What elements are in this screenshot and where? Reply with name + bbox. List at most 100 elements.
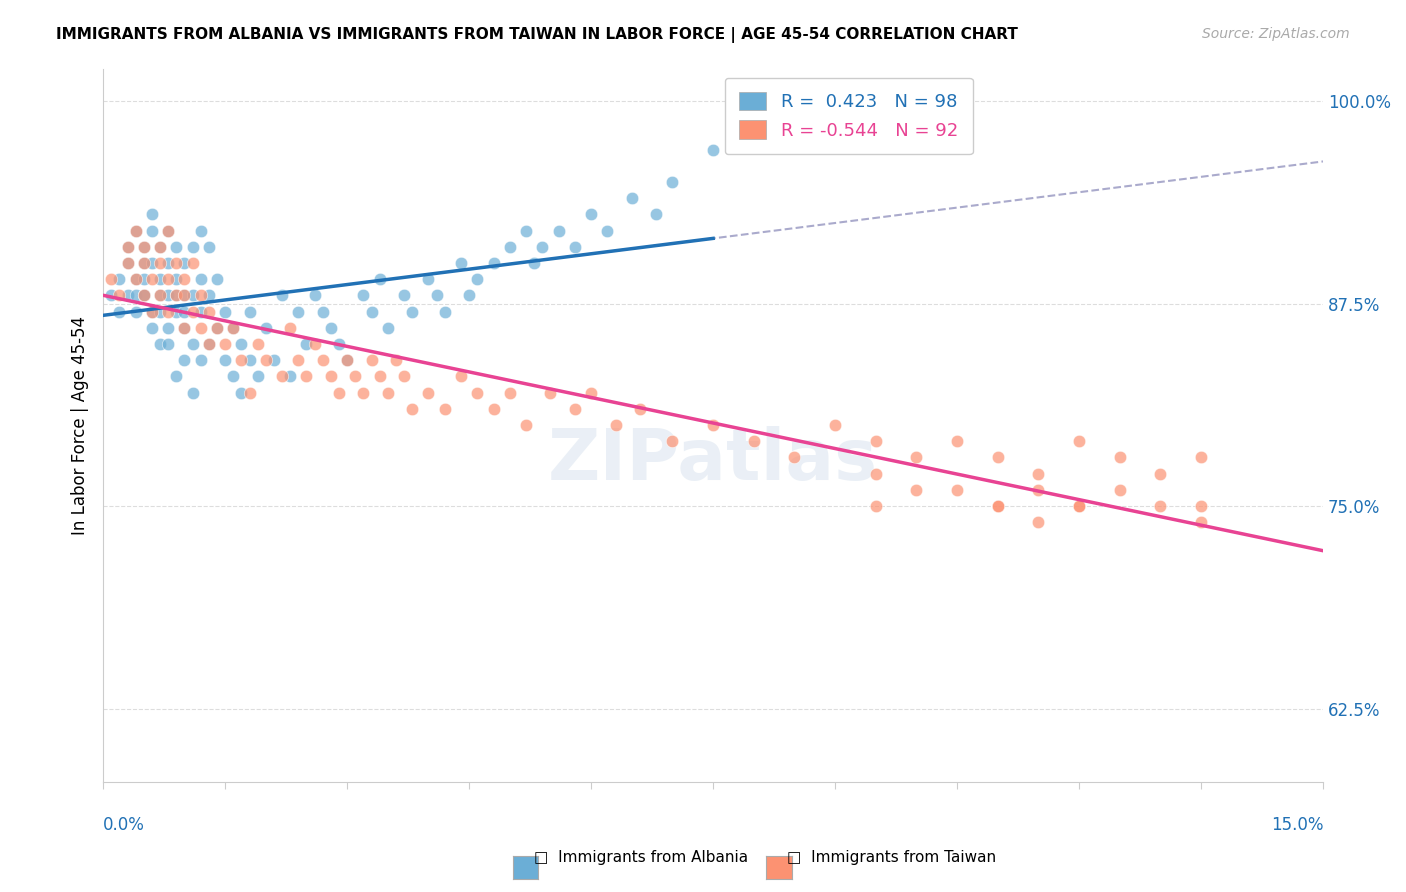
- Point: [117, 256, 139, 270]
- Point: [336, 353, 359, 368]
- Point: [149, 240, 172, 254]
- Point: [157, 304, 180, 318]
- Point: [263, 353, 285, 368]
- Point: [1108, 483, 1130, 497]
- Point: [214, 353, 236, 368]
- Point: [231, 337, 253, 351]
- Point: [312, 353, 335, 368]
- Point: [190, 321, 212, 335]
- Point: [482, 401, 505, 416]
- Point: [579, 207, 602, 221]
- Point: [181, 240, 204, 254]
- Point: [661, 175, 683, 189]
- Point: [108, 288, 131, 302]
- Point: [149, 304, 172, 318]
- Point: [742, 434, 765, 449]
- Point: [433, 401, 456, 416]
- Point: [124, 272, 146, 286]
- Text: □  Immigrants from Taiwan: □ Immigrants from Taiwan: [787, 850, 997, 865]
- Point: [465, 272, 488, 286]
- Point: [278, 369, 301, 384]
- Point: [190, 304, 212, 318]
- Point: [165, 272, 187, 286]
- Point: [702, 143, 724, 157]
- Point: [905, 483, 928, 497]
- Point: [108, 272, 131, 286]
- Point: [124, 272, 146, 286]
- Point: [165, 304, 187, 318]
- Point: [157, 256, 180, 270]
- Point: [124, 304, 146, 318]
- Point: [433, 304, 456, 318]
- Point: [426, 288, 449, 302]
- Point: [824, 418, 846, 433]
- Point: [987, 499, 1010, 513]
- Point: [1189, 450, 1212, 465]
- Text: ZIPatlas: ZIPatlas: [548, 426, 879, 495]
- Point: [132, 288, 155, 302]
- Point: [271, 288, 294, 302]
- Point: [132, 240, 155, 254]
- Point: [181, 304, 204, 318]
- Text: 0.0%: 0.0%: [103, 816, 145, 834]
- Point: [205, 321, 228, 335]
- Point: [360, 353, 382, 368]
- Point: [1149, 499, 1171, 513]
- Point: [865, 434, 887, 449]
- Point: [865, 499, 887, 513]
- Point: [117, 240, 139, 254]
- Point: [214, 337, 236, 351]
- Point: [141, 272, 163, 286]
- Point: [165, 369, 187, 384]
- Point: [458, 288, 481, 302]
- Point: [450, 256, 472, 270]
- Point: [149, 288, 172, 302]
- Point: [132, 288, 155, 302]
- Point: [173, 321, 195, 335]
- Point: [238, 353, 260, 368]
- Point: [328, 337, 350, 351]
- Point: [605, 418, 627, 433]
- Point: [173, 304, 195, 318]
- Point: [141, 256, 163, 270]
- Point: [198, 337, 221, 351]
- Point: [319, 321, 342, 335]
- Text: 15.0%: 15.0%: [1271, 816, 1323, 834]
- Point: [515, 223, 537, 237]
- Point: [523, 256, 546, 270]
- Point: [132, 288, 155, 302]
- Point: [377, 385, 399, 400]
- Point: [108, 304, 131, 318]
- Point: [385, 353, 408, 368]
- Point: [198, 288, 221, 302]
- Point: [352, 385, 374, 400]
- Point: [198, 240, 221, 254]
- Point: [905, 450, 928, 465]
- Point: [132, 272, 155, 286]
- Point: [450, 369, 472, 384]
- Point: [295, 369, 318, 384]
- Point: [149, 337, 172, 351]
- Point: [205, 321, 228, 335]
- Point: [132, 240, 155, 254]
- Point: [392, 369, 415, 384]
- Point: [865, 467, 887, 481]
- Point: [287, 304, 309, 318]
- Point: [124, 288, 146, 302]
- Point: [190, 223, 212, 237]
- Point: [1069, 499, 1091, 513]
- Point: [222, 321, 245, 335]
- Point: [312, 304, 335, 318]
- Point: [157, 337, 180, 351]
- Y-axis label: In Labor Force | Age 45-54: In Labor Force | Age 45-54: [72, 316, 89, 534]
- Point: [1028, 467, 1050, 481]
- Point: [157, 272, 180, 286]
- Point: [238, 385, 260, 400]
- Point: [596, 223, 619, 237]
- Point: [205, 272, 228, 286]
- Point: [173, 256, 195, 270]
- Point: [173, 321, 195, 335]
- Point: [181, 256, 204, 270]
- Point: [198, 337, 221, 351]
- Point: [645, 207, 668, 221]
